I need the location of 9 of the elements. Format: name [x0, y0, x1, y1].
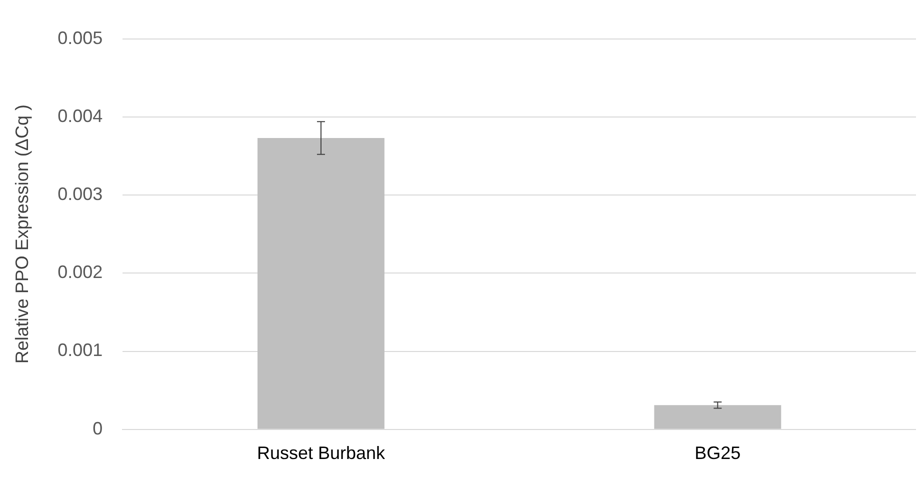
y-tick-label: 0 [92, 418, 103, 438]
x-tick-label: Russet Burbank [256, 443, 386, 464]
y-tick-label: 0.005 [58, 28, 103, 48]
y-tick-label: 0.004 [58, 106, 103, 126]
y-tick-label: 0.003 [58, 184, 103, 204]
y-axis-title: Relative PPO Expression (ΔCq ) [12, 104, 32, 364]
y-tick-label: 0.002 [58, 262, 103, 282]
x-tick-label: BG25 [694, 443, 741, 464]
y-tick-label: 0.001 [58, 340, 103, 360]
